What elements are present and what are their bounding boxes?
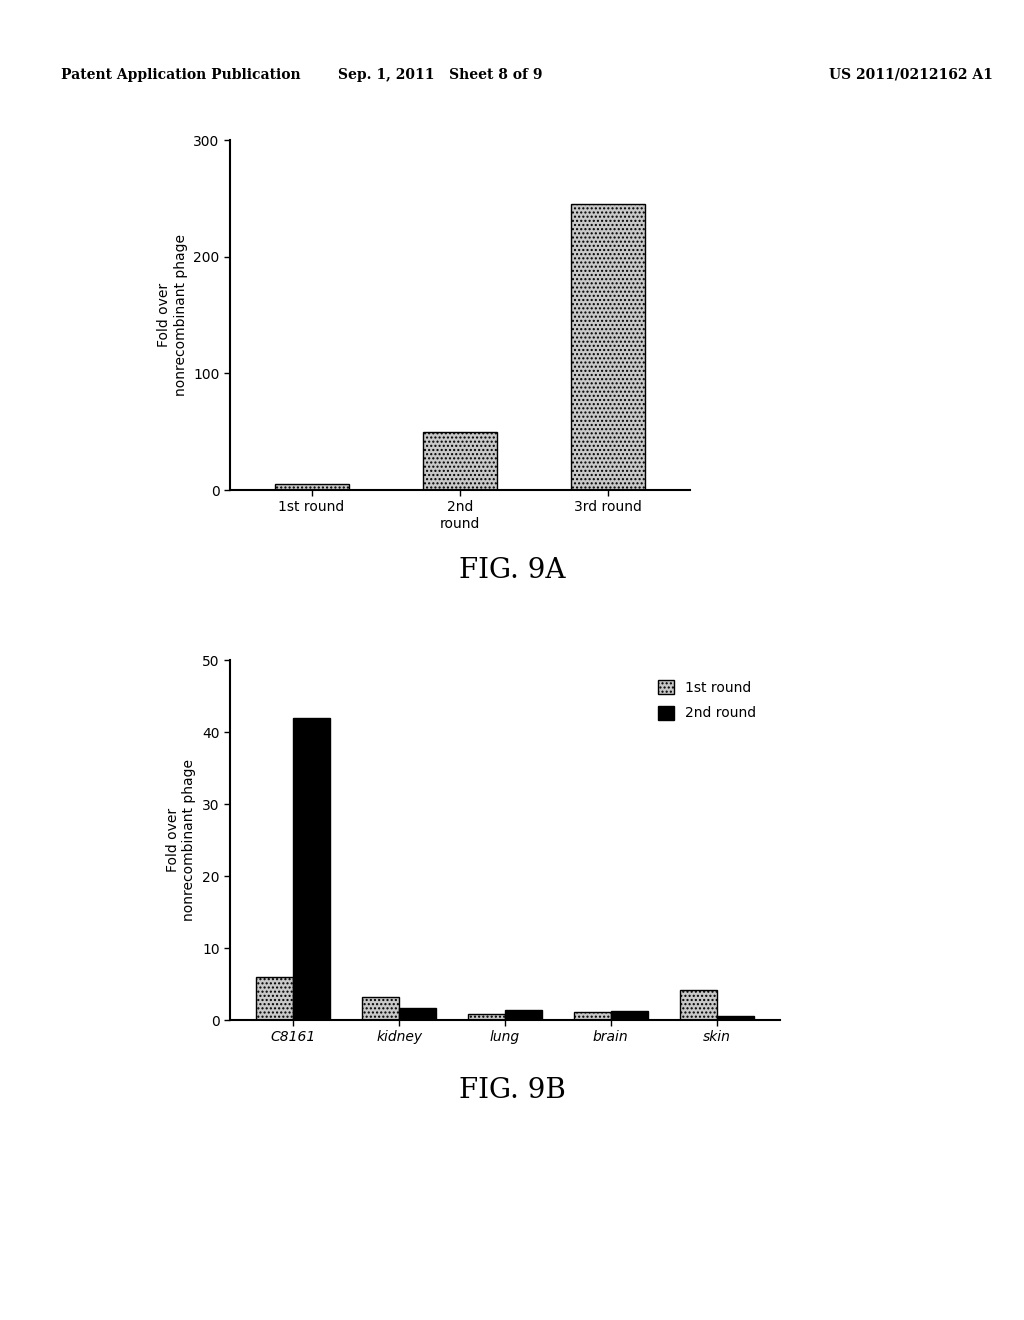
Bar bbox=[256, 977, 294, 1020]
Bar bbox=[399, 1007, 436, 1020]
Text: Sep. 1, 2011   Sheet 8 of 9: Sep. 1, 2011 Sheet 8 of 9 bbox=[338, 69, 543, 82]
Text: FIG. 9B: FIG. 9B bbox=[459, 1077, 565, 1104]
Y-axis label: Fold over
nonrecombinant phage: Fold over nonrecombinant phage bbox=[158, 234, 187, 396]
Bar bbox=[423, 432, 497, 490]
Bar bbox=[468, 1014, 505, 1020]
Bar bbox=[505, 1010, 542, 1020]
Text: US 2011/0212162 A1: US 2011/0212162 A1 bbox=[829, 69, 993, 82]
Bar bbox=[717, 1016, 754, 1020]
Bar bbox=[571, 205, 645, 490]
Bar bbox=[362, 997, 399, 1020]
Bar bbox=[680, 990, 717, 1020]
Legend: 1st round, 2nd round: 1st round, 2nd round bbox=[652, 675, 762, 726]
Bar bbox=[573, 1012, 610, 1020]
Text: FIG. 9A: FIG. 9A bbox=[459, 557, 565, 583]
Text: Patent Application Publication: Patent Application Publication bbox=[61, 69, 301, 82]
Bar bbox=[294, 718, 331, 1020]
Bar bbox=[610, 1011, 648, 1020]
Bar bbox=[274, 484, 349, 490]
Y-axis label: Fold over
nonrecombinant phage: Fold over nonrecombinant phage bbox=[166, 759, 197, 921]
